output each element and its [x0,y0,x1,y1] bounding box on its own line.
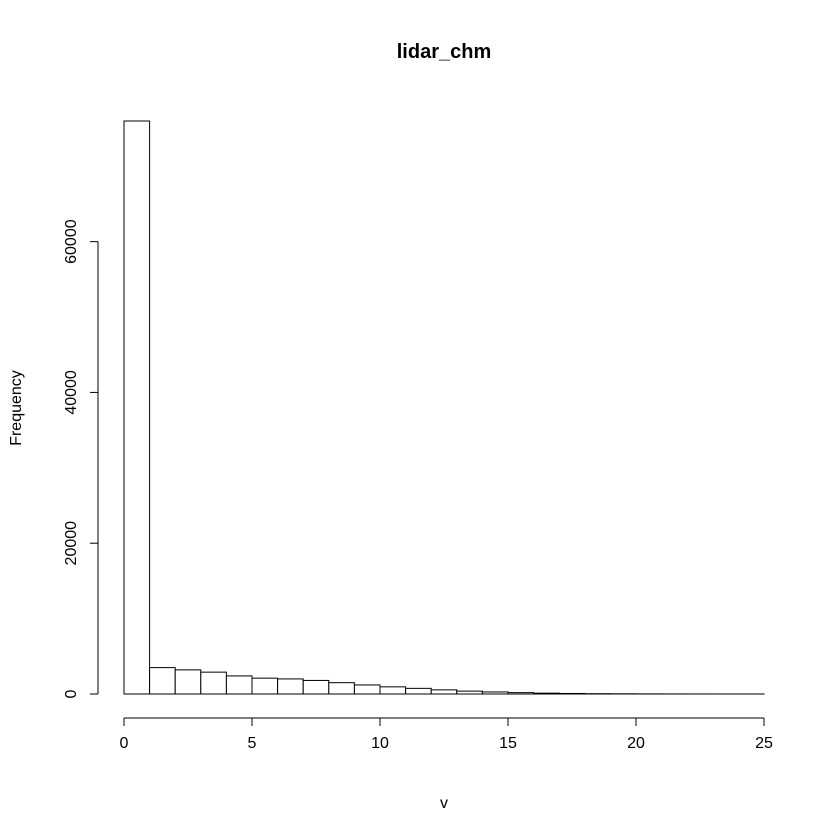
x-tick-label: 15 [499,735,517,752]
histogram-bar [251,677,279,695]
histogram-bar [353,684,381,695]
histogram-bar [379,686,407,695]
y-axis-label: Frequency [8,370,25,446]
y-tick-label: 20000 [63,521,80,566]
histogram-bar [405,687,432,695]
histogram-bar [507,692,535,695]
bars-group [123,120,765,695]
histogram-bar [456,690,483,695]
histogram-bar [302,679,330,695]
y-tick-label: 0 [63,689,80,698]
x-axis-label: v [440,795,448,812]
x-tick-label: 0 [120,735,129,752]
histogram-bar [430,689,458,695]
x-axis: 0 5 10 15 20 25 [120,717,773,752]
histogram-bar [200,671,227,695]
y-tick-label: 60000 [63,219,80,264]
histogram-bar [328,682,355,695]
histogram-bar [225,675,253,695]
histogram-bar [149,667,176,695]
histogram-bar [558,692,586,695]
y-tick-label: 40000 [63,370,80,415]
x-tick-label: 25 [755,735,773,752]
y-axis: 0 20000 40000 60000 [63,219,99,698]
x-tick-label: 5 [248,735,257,752]
histogram-bar [481,691,509,695]
chart-title: lidar_chm [397,41,491,63]
histogram-bar [533,692,560,695]
histogram-bar [174,669,202,695]
histogram-bar [123,120,151,695]
histogram-bar [277,678,304,695]
x-tick-label: 20 [627,735,645,752]
x-tick-label: 10 [371,735,389,752]
